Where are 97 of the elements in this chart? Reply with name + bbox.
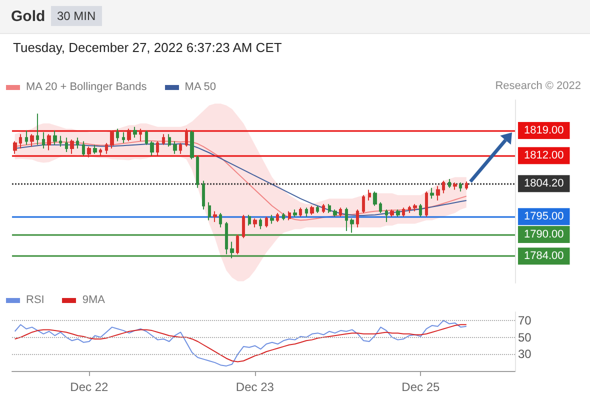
candlestick — [196, 155, 199, 188]
y-tick-label: 1795.00 — [524, 210, 564, 223]
candlestick — [459, 182, 462, 192]
candlestick — [76, 137, 79, 149]
candlestick — [53, 130, 57, 146]
y-tick-label: 1784.00 — [524, 250, 564, 262]
candlestick — [87, 146, 91, 158]
candlestick — [299, 207, 302, 218]
candlestick — [265, 216, 268, 228]
candlestick — [65, 137, 68, 153]
candlestick — [442, 180, 445, 194]
candlestick — [105, 142, 108, 154]
candlestick — [345, 207, 348, 232]
candlestick — [82, 140, 85, 156]
candlestick — [133, 126, 137, 138]
candlestick — [339, 207, 342, 218]
text: Research © 2022 — [495, 80, 581, 92]
candlestick — [47, 134, 51, 151]
candlestick — [259, 218, 262, 230]
candlestick — [305, 207, 308, 218]
y-tick-label: 30 — [518, 347, 532, 362]
candlestick — [270, 214, 274, 224]
candlestick — [379, 202, 382, 214]
candlestick — [236, 234, 239, 255]
legend-label: 9MA — [82, 294, 105, 306]
candlestick — [242, 214, 245, 239]
legend-label: RSI — [26, 294, 44, 306]
legend-label: MA 50 — [184, 81, 216, 93]
candlestick — [36, 113, 39, 146]
y-tick-label: 1804.20 — [524, 178, 564, 190]
candlestick — [453, 182, 457, 190]
candlestick — [413, 204, 417, 212]
candlestick — [190, 130, 194, 160]
legend-label: MA 20 + Bollinger Bands — [26, 81, 147, 93]
candlestick — [310, 205, 314, 216]
candlestick — [253, 218, 257, 228]
candlestick — [385, 208, 388, 222]
y-tick-label: 1812.00 — [524, 150, 564, 162]
candlestick — [179, 142, 182, 154]
candlestick — [93, 144, 97, 154]
candlestick — [465, 180, 468, 190]
y-tick-label: 50 — [518, 330, 532, 344]
candlestick — [288, 210, 291, 221]
candlestick — [333, 208, 337, 218]
candlestick — [110, 130, 114, 149]
candlestick — [116, 128, 119, 142]
candlestick — [425, 191, 428, 218]
y-tick-label: 70 — [518, 313, 532, 328]
text: Tuesday, December 27, 2022 6:37:23 AM CET — [13, 40, 282, 55]
candlestick — [42, 132, 45, 149]
candlestick — [59, 135, 62, 148]
candlestick — [368, 189, 371, 201]
candlestick — [356, 208, 359, 228]
candlestick — [139, 128, 142, 142]
candlestick — [248, 214, 251, 226]
candlestick — [436, 186, 440, 201]
candlestick — [276, 212, 279, 222]
candlestick — [156, 140, 159, 156]
candlestick — [219, 212, 222, 228]
candlestick — [208, 202, 211, 221]
candlestick — [25, 130, 28, 146]
candlestick — [328, 204, 331, 214]
candlestick — [373, 191, 377, 206]
x-tick-label: Dec 25 — [402, 380, 440, 394]
x-tick-label: Dec 22 — [70, 380, 108, 394]
candlestick — [282, 212, 285, 221]
candlestick — [30, 134, 34, 148]
candlestick — [168, 134, 171, 148]
candlestick — [70, 138, 74, 154]
candlestick — [173, 140, 177, 154]
candlestick — [430, 187, 434, 200]
candlestick — [122, 132, 125, 144]
candlestick — [99, 148, 102, 156]
candlestick — [185, 128, 188, 148]
x-tick-label: Dec 23 — [236, 380, 274, 394]
candlestick — [213, 210, 217, 222]
candlestick — [316, 205, 319, 214]
candlestick — [408, 205, 411, 214]
candlestick — [202, 180, 205, 210]
candlestick — [402, 207, 405, 218]
candlestick — [19, 134, 22, 149]
y-tick-label: 1790.00 — [524, 228, 564, 241]
candlestick — [322, 204, 325, 214]
chart-subtitle: 30 MIN — [51, 6, 102, 26]
candlestick — [362, 194, 365, 214]
candlestick — [13, 140, 17, 154]
y-tick-label: 1819.00 — [524, 124, 564, 136]
candlestick — [127, 128, 131, 142]
candlestick — [419, 204, 422, 218]
candlestick — [162, 134, 165, 146]
chart-title: Gold — [11, 8, 46, 25]
candlestick — [390, 208, 394, 218]
candlestick — [448, 178, 451, 188]
candlestick — [293, 208, 297, 218]
candlestick — [396, 208, 400, 218]
candlestick — [150, 140, 154, 156]
candlestick — [145, 130, 148, 146]
